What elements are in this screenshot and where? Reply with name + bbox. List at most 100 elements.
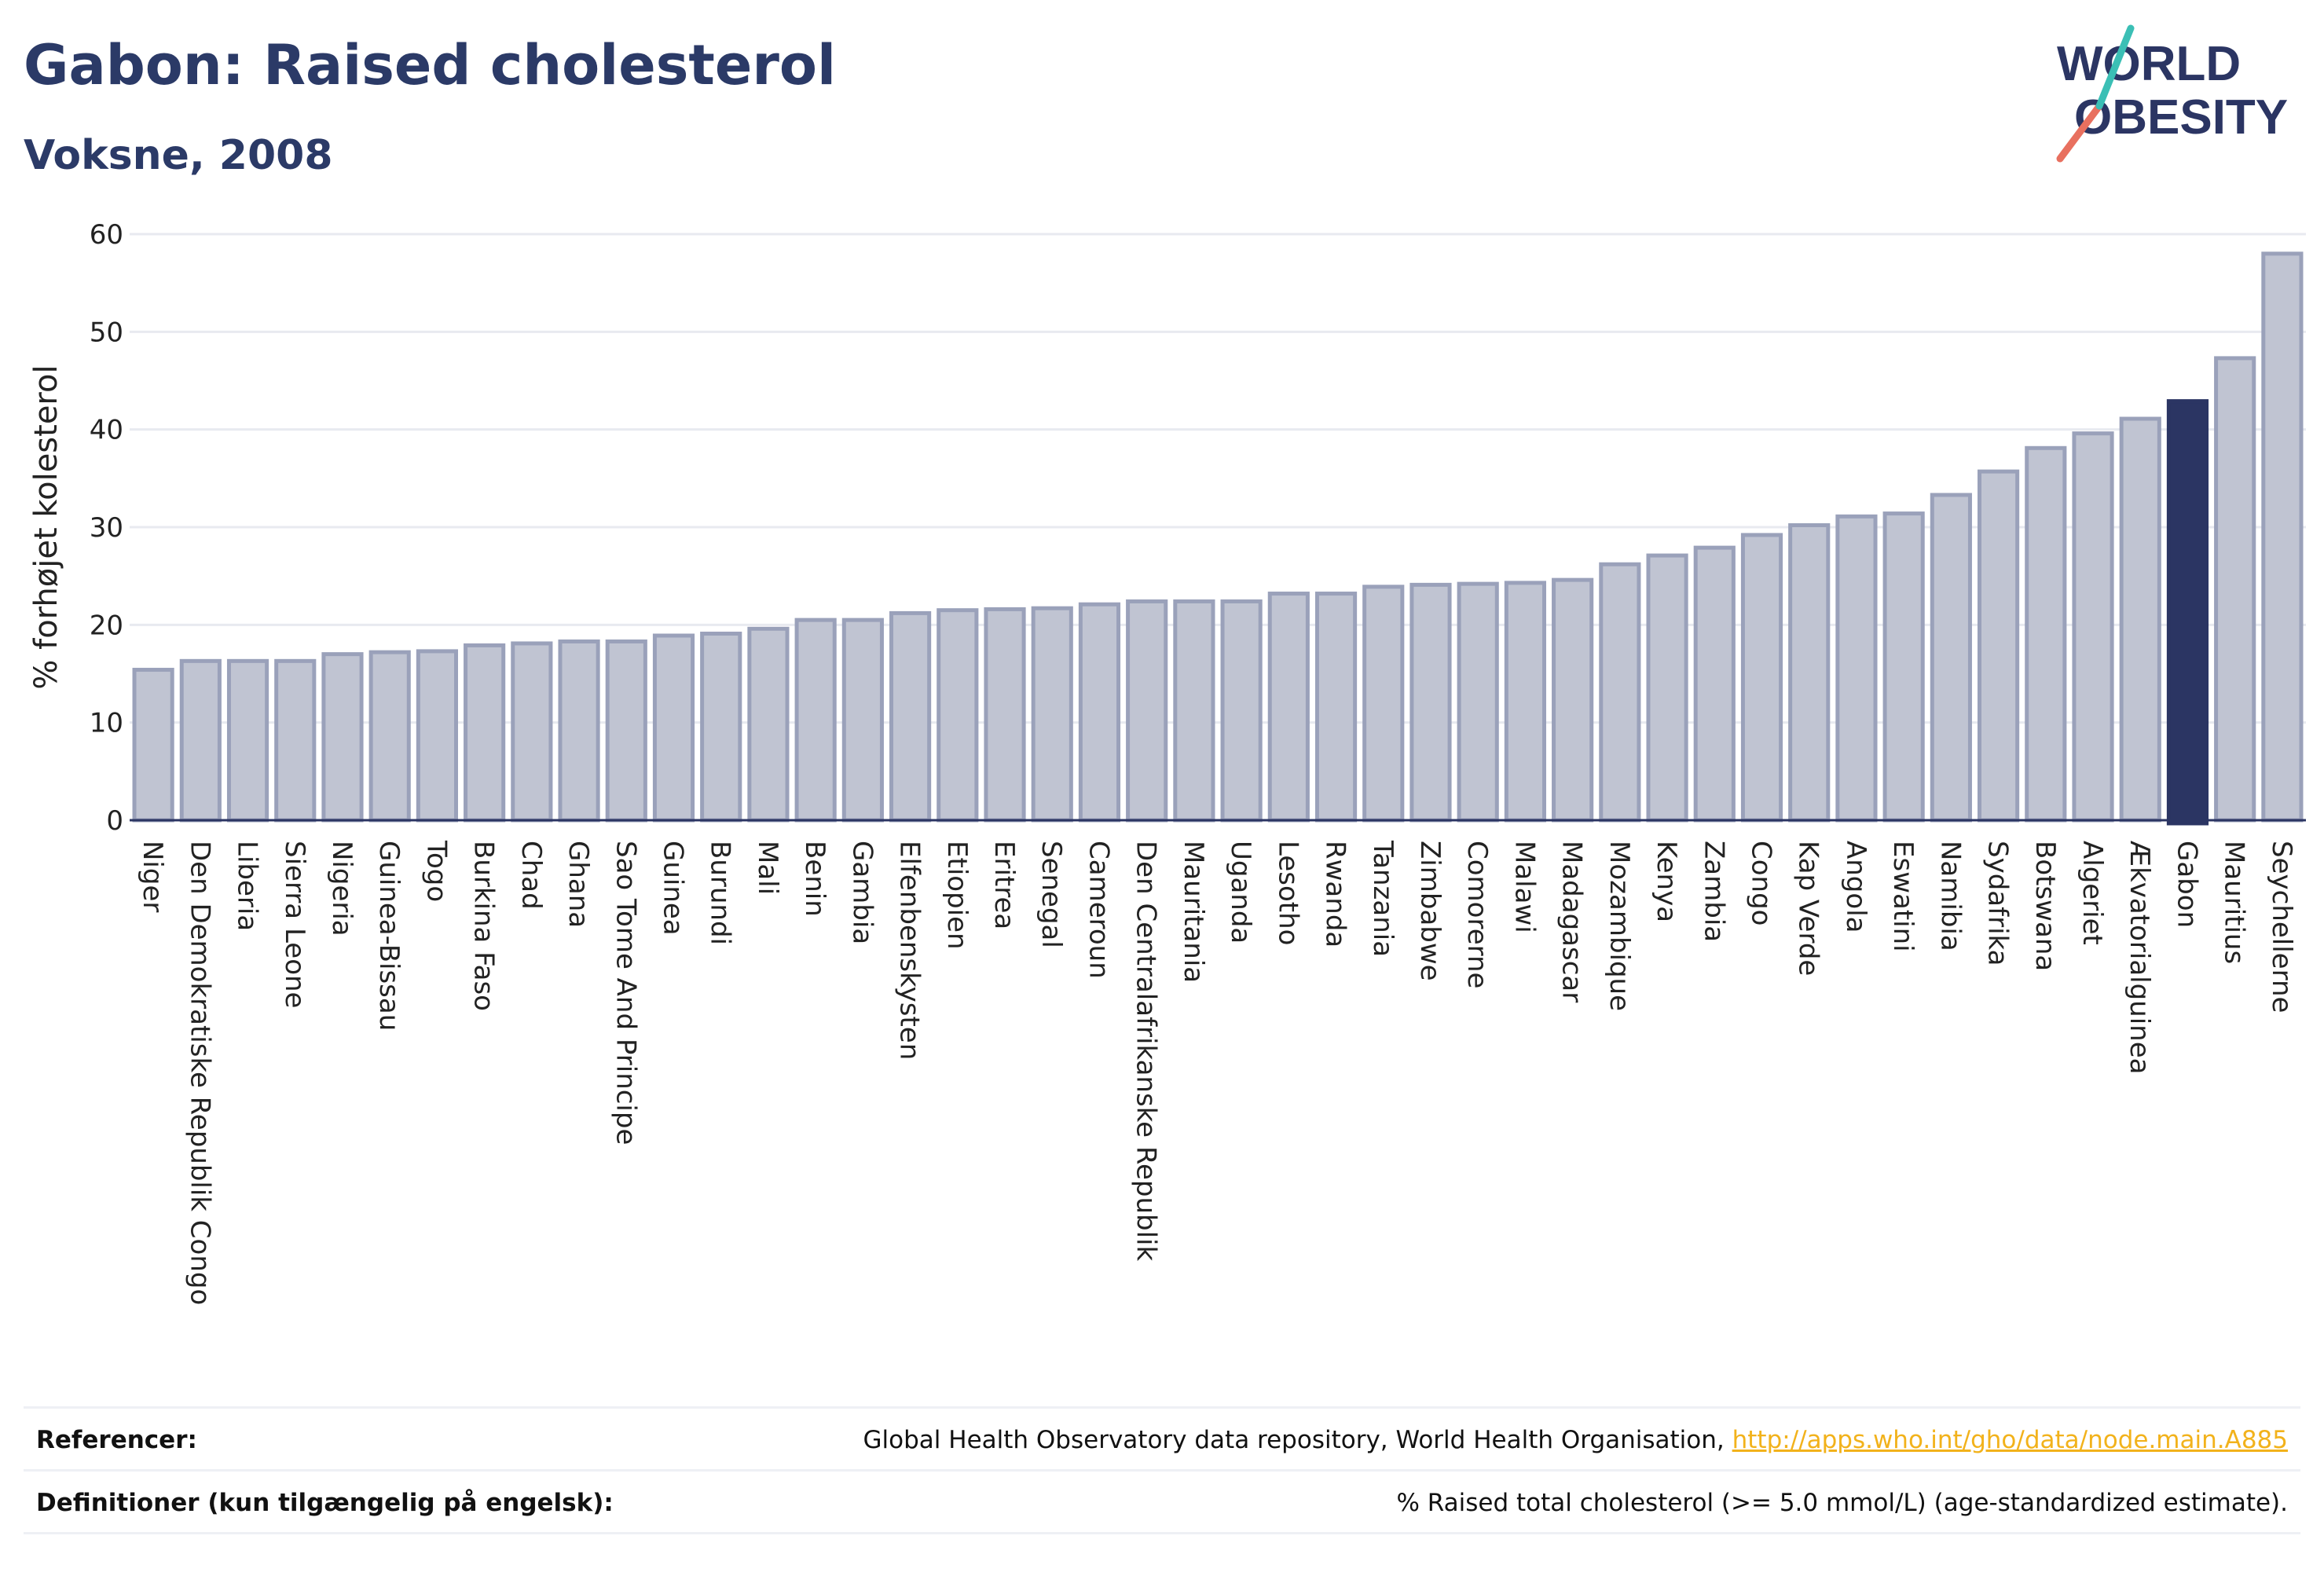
bar-eritrea [984,607,1026,823]
references-value: Global Health Observatory data repositor… [863,1426,2288,1454]
x-tick-label: Den Demokratiske Republik Congo [184,841,215,1305]
bar-rwanda [1314,592,1358,823]
references-label: Referencer: [36,1426,197,1454]
y-tick-label: 0 [106,805,123,837]
bar-namibia [1930,493,1972,823]
bar-guinea-bissau [368,650,411,823]
bar-togo [416,649,459,823]
x-tick-label: Den Centralafrikanske Republik [1131,841,1162,1261]
x-tick-label: Congo [1746,841,1777,925]
x-axis-labels: Niger Den Demokratiske Republik Congo Libe… [137,840,2297,1305]
x-tick-label: Togo [420,840,452,902]
x-tick-label: Zimbabwe [1414,841,1446,981]
world-obesity-logo: WORLD OBESITY [2056,24,2288,163]
bar-chart: 0 10 20 30 40 50 60 Niger Den Demokratiske Repu… [28,219,2306,1305]
y-tick-label: 30 [90,512,123,544]
x-tick-label: Etiopien [941,841,973,950]
x-tick-label: Benin [799,841,830,917]
x-tick-label: Lesotho [1272,841,1303,945]
x-tick-label: Angola [1840,841,1871,933]
x-tick-label: Senegal [1036,841,1067,948]
page-title: Gabon: Raised cholesterol [24,33,836,97]
x-tick-label: Chad [515,841,547,910]
x-tick-label: Liberia [232,841,263,931]
bar-tanzania [1362,585,1405,823]
y-axis-label: % forhøjet kolesterol [28,365,64,689]
svg-text:WORLD: WORLD [2057,37,2241,91]
bar-comorerne [1457,581,1499,823]
bar-angola [1835,514,1878,823]
bar-chad [511,641,553,823]
bar-kap-verde [1788,523,1831,823]
x-tick-label: Kenya [1651,841,1682,922]
bar-zimbabwe [1409,582,1452,823]
x-tick-label: Mauritius [2219,841,2250,964]
bar-sierra-leone [274,658,317,823]
definitions-label: Definitioner (kun tilgængelig på engelsk… [36,1489,614,1517]
bar-gabon [2166,399,2209,826]
bar-botswana [2025,445,2067,823]
y-tick-label: 20 [90,610,123,641]
x-tick-label: Mali [752,841,783,895]
x-tick-label: Eritrea [988,841,1020,929]
x-tick-label: Guinea [658,841,689,936]
bar-mali [747,626,790,823]
x-tick-label: Kap Verde [1793,841,1824,976]
bar-malawi [1504,581,1546,823]
bar-eswatini [1882,511,1925,823]
y-axis-ticks: 0 10 20 30 40 50 60 [90,219,123,837]
bar-elfenbenskysten [889,610,932,823]
definitions-value: % Raised total cholesterol (>= 5.0 mmol/… [1396,1489,2288,1517]
bar-seychellerne [2261,251,2304,823]
bar-nigeria [321,652,364,823]
x-tick-label: Sierra Leone [279,841,310,1008]
references-text: Global Health Observatory data repositor… [863,1426,1732,1454]
bar-den-demokratiske-republik-congo [179,658,222,823]
bar-congo [1740,533,1783,823]
bars [132,251,2304,826]
y-tick-label: 50 [90,317,123,348]
references-row: Referencer: Global Health Observatory da… [24,1406,2300,1472]
x-tick-label: Madagascar [1556,841,1588,1002]
y-tick-label: 40 [90,415,123,446]
x-tick-label: Seychellerne [2266,841,2297,1013]
bar-liberia [226,658,269,823]
x-tick-label: Niger [137,841,168,912]
bar-senegal [1031,606,1073,823]
bar-mozambique [1599,562,1641,823]
bar-burundi [700,632,742,823]
x-tick-label: Botswana [2029,841,2061,971]
bar-benin [794,618,837,823]
definitions-row: Definitioner (kun tilgængelig på engelsk… [24,1469,2300,1534]
bar-ækvatorialguinea [2119,416,2161,823]
x-tick-label: Guinea-Bissau [373,841,405,1031]
bar-niger [132,668,174,823]
bar-den-centralafrikanske-republik [1126,599,1168,823]
bar-guinea [652,633,695,823]
bar-ghana [558,639,600,823]
x-tick-label: Algeriet [2077,841,2108,945]
x-tick-label: Namibia [1934,841,1966,951]
bar-algeriet [2072,431,2114,823]
svg-text:OBESITY: OBESITY [2074,90,2288,145]
x-tick-label: Mauritania [1178,841,1209,983]
bar-uganda [1220,599,1263,823]
x-tick-label: Ghana [563,841,594,928]
bar-lesotho [1267,592,1310,823]
x-tick-label: Malawi [1508,841,1540,933]
references-link[interactable]: http://apps.who.int/gho/data/node.main.A… [1732,1426,2288,1454]
x-tick-label: Zambia [1698,841,1729,942]
x-tick-label: Sydafrika [1982,841,2014,966]
x-tick-label: Uganda [1225,841,1256,944]
bar-sydafrika [1978,469,2020,823]
x-tick-label: Mozambique [1604,841,1635,1011]
y-tick-label: 10 [90,708,123,739]
bar-burkina-faso [464,643,506,823]
x-tick-label: Elfenbenskysten [894,841,926,1060]
bar-gambia [841,618,884,823]
bar-mauritius [2214,356,2256,823]
x-tick-label: Ækvatorialguinea [2124,841,2155,1074]
x-tick-label: Burundi [705,841,736,945]
bar-mauritania [1173,599,1215,823]
bar-etiopien [937,608,979,823]
